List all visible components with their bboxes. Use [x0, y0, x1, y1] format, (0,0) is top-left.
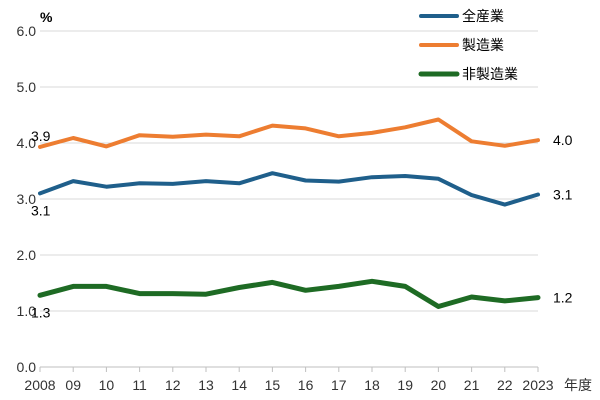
y-tick-label: 1.0 — [17, 303, 37, 319]
x-tick-label: 11 — [132, 377, 147, 393]
x-tick-label: 09 — [65, 377, 81, 393]
x-tick-label: 13 — [198, 377, 214, 393]
series-line — [38, 171, 540, 207]
data-labels: 3.1 3.1 3.9 4.0 1.3 1.2 — [31, 128, 573, 320]
gridlines — [40, 30, 538, 312]
legend-label: 製造業 — [462, 38, 504, 54]
y-tick-label: 4.0 — [17, 135, 37, 151]
y-tick-label: 6.0 — [17, 23, 37, 39]
x-tick-label: 14 — [231, 377, 247, 393]
x-tick-label: 10 — [99, 377, 115, 393]
x-tick-label: 15 — [265, 377, 281, 393]
x-axis-unit: 年度 — [564, 377, 592, 393]
x-tick-label: 22 — [497, 377, 513, 393]
data-label: 1.3 — [31, 304, 51, 320]
legend-label: 非製造業 — [462, 67, 518, 83]
series-lines — [37, 117, 541, 309]
data-label: 4.0 — [553, 132, 573, 148]
x-tick-label: 2008 — [24, 377, 55, 393]
y-tick-label: 2.0 — [17, 247, 37, 263]
x-tick-label: 16 — [298, 377, 314, 393]
x-tick-label: 18 — [364, 377, 380, 393]
y-axis-unit: % — [40, 9, 53, 25]
axes: 0.0 1.0 2.0 3.0 4.0 5.0 6.0 2008 09 10 11 12 13 14 15 1… — [17, 23, 554, 393]
legend-label: 全産業 — [462, 8, 504, 25]
data-label: 3.1 — [553, 187, 573, 203]
x-tick-label: 21 — [464, 377, 480, 393]
data-label: 1.2 — [553, 290, 573, 306]
y-tick-label: 5.0 — [17, 79, 37, 95]
y-tick-label: 3.0 — [17, 191, 37, 207]
x-tick-label: 20 — [431, 377, 447, 393]
data-label: 3.9 — [31, 128, 51, 144]
series-line — [38, 117, 540, 149]
y-tick-label: 0.0 — [17, 359, 37, 375]
series-line — [37, 278, 541, 309]
data-label: 3.1 — [31, 202, 51, 218]
x-tick-label: 19 — [397, 377, 413, 393]
x-tick-label: 2023 — [522, 377, 553, 393]
x-tick-label: 17 — [331, 377, 347, 393]
x-tick-label: 12 — [165, 377, 181, 393]
